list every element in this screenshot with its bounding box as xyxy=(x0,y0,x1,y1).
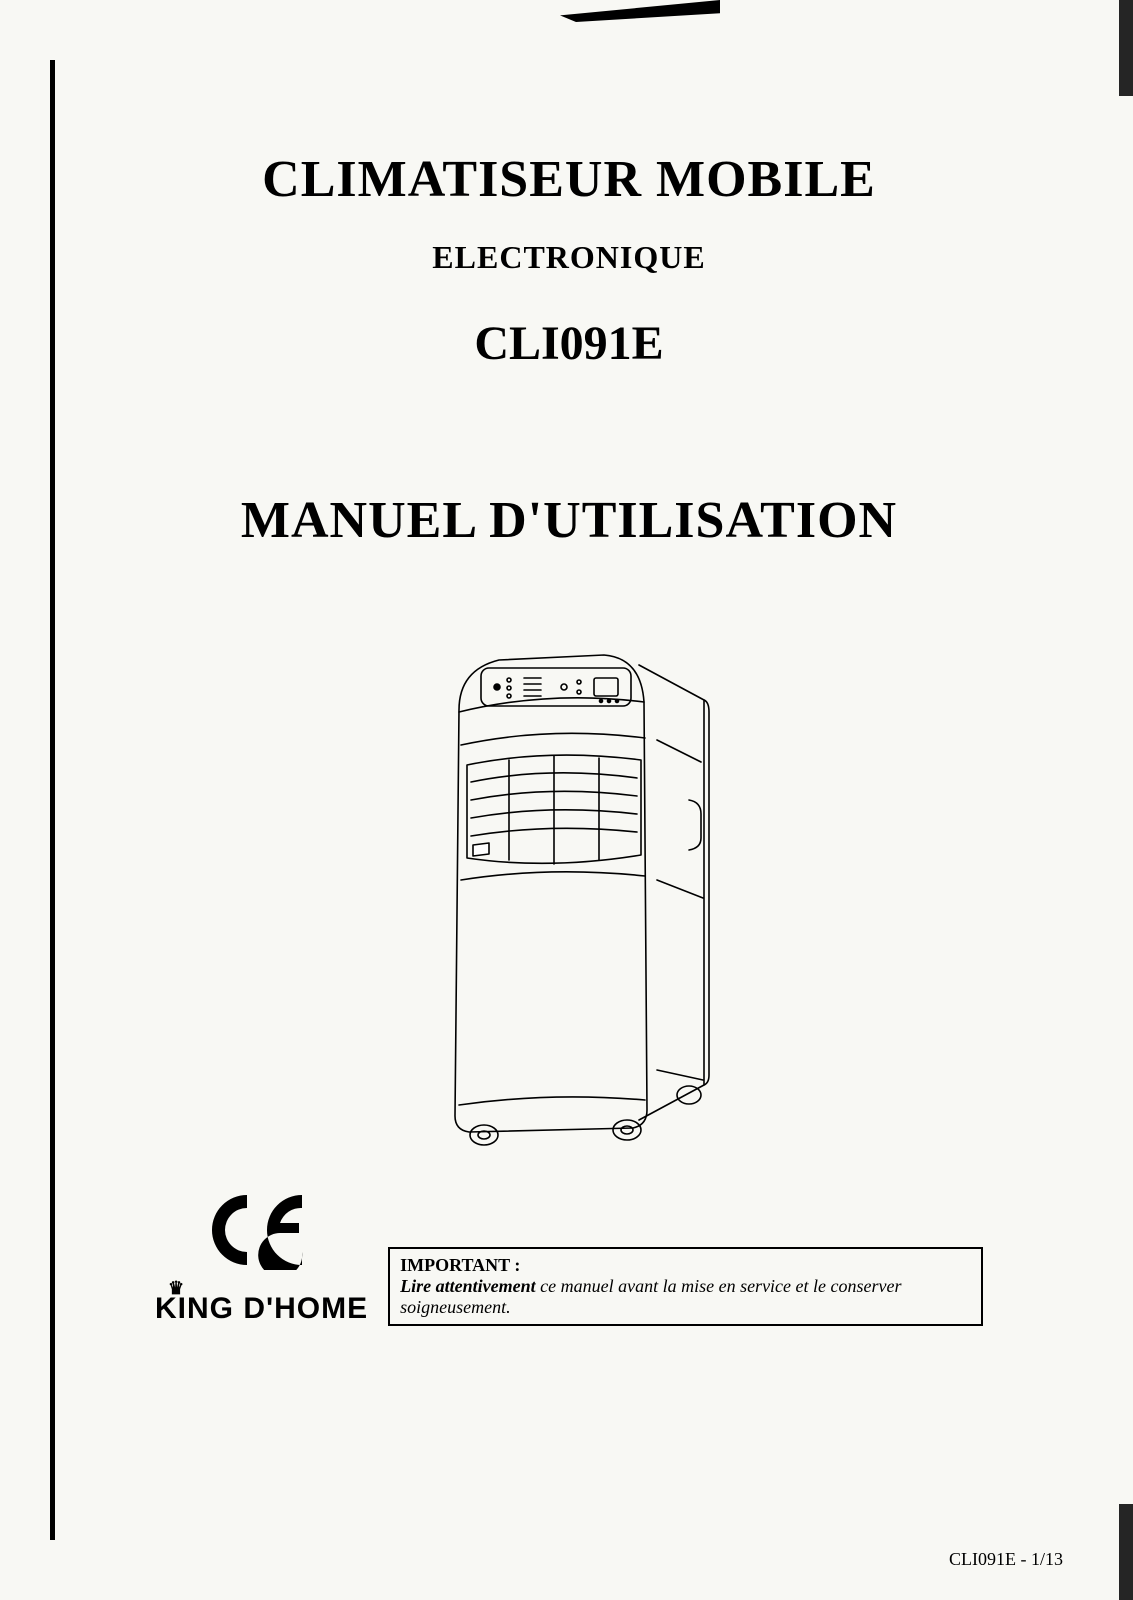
ce-mark xyxy=(207,1190,317,1282)
air-conditioner-drawing xyxy=(389,630,749,1150)
ce-mark-icon xyxy=(207,1190,317,1270)
important-box: IMPORTANT : Lire attentivement ce manuel… xyxy=(388,1247,983,1326)
page-number: CLI091E - 1/13 xyxy=(949,1549,1063,1570)
title-main: CLIMATISEUR MOBILE xyxy=(115,150,1023,209)
model-number: CLI091E xyxy=(115,316,1023,371)
brand-logo: ♛ KING D'HOME xyxy=(155,1292,368,1326)
scan-artifact-top xyxy=(560,0,720,22)
important-label: IMPORTANT : xyxy=(400,1255,971,1276)
title-subtitle: ELECTRONIQUE xyxy=(115,239,1023,276)
scan-artifact-right xyxy=(1119,0,1133,1600)
important-text-strong: Lire attentivement xyxy=(400,1276,535,1296)
content-area: CLIMATISEUR MOBILE ELECTRONIQUE CLI091E … xyxy=(55,60,1083,1326)
crown-icon: ♛ xyxy=(168,1278,185,1299)
page-frame: CLIMATISEUR MOBILE ELECTRONIQUE CLI091E … xyxy=(50,60,1083,1540)
important-text: Lire attentivement ce manuel avant la mi… xyxy=(400,1276,971,1318)
footer-row: ♛ KING D'HOME IMPORTANT : Lire attentive… xyxy=(115,1190,1023,1326)
ce-brand-block: ♛ KING D'HOME xyxy=(155,1190,368,1326)
manual-title: MANUEL D'UTILISATION xyxy=(115,491,1023,550)
brand-name: KING D'HOME xyxy=(155,1292,368,1326)
product-illustration xyxy=(115,630,1023,1150)
